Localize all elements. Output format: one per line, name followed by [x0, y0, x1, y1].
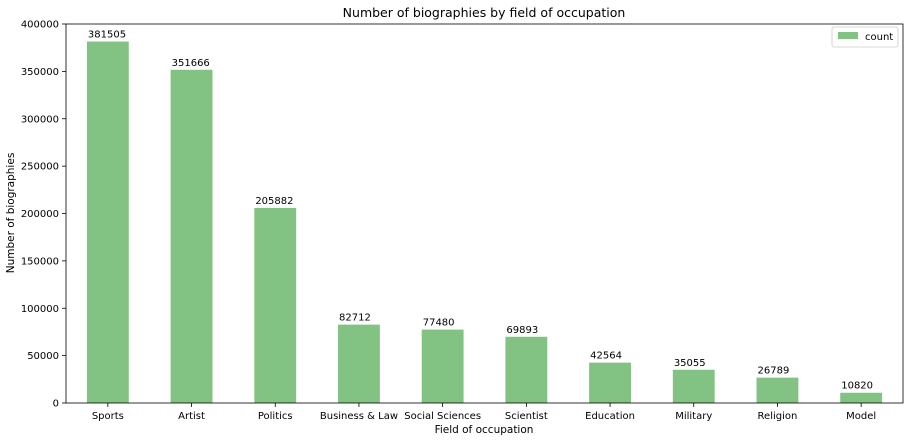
bars-group — [86, 41, 883, 404]
x-tick-label-religion: Religion — [758, 411, 798, 422]
y-axis-ticks: 0 50000 100000 150000 200000 250000 300000 3500… — [21, 20, 66, 410]
x-tick-label-military: Military — [675, 411, 712, 422]
bar-value-label-education: 42564 — [590, 351, 622, 362]
bar-social-sciences — [421, 329, 464, 403]
y-tick-label-150000: 150000 — [21, 256, 59, 267]
bar-value-label-scientist: 69893 — [506, 325, 538, 336]
plot-area-frame — [65, 23, 904, 404]
bar-artist — [170, 69, 213, 404]
y-tick-label-200000: 200000 — [21, 209, 59, 220]
bar-model — [840, 392, 883, 403]
bar-religion — [756, 377, 799, 403]
y-tick-label-300000: 300000 — [21, 114, 59, 125]
x-tick-label-education: Education — [585, 411, 635, 422]
y-tick-label-350000: 350000 — [21, 67, 59, 78]
bar-value-label-politics: 205882 — [255, 196, 293, 207]
legend: count — [831, 26, 899, 48]
bar-value-label-artist: 351666 — [172, 58, 210, 69]
y-tick-label-100000: 100000 — [21, 304, 59, 315]
bar-education — [589, 362, 631, 403]
bar-value-label-military: 35055 — [674, 358, 706, 369]
legend-label-count: count — [865, 32, 893, 43]
bar-value-labels: 381505 351666 205882 82712 77480 69893 42564 35… — [88, 30, 873, 392]
x-tick-label-politics: Politics — [258, 411, 293, 422]
bar-politics — [254, 207, 297, 403]
y-tick-label-50000: 50000 — [27, 351, 59, 362]
x-tick-label-artist: Artist — [178, 411, 205, 422]
x-tick-label-business-law: Business & Law — [320, 411, 398, 422]
x-tick-label-scientist: Scientist — [505, 411, 548, 422]
bar-value-label-social-sciences: 77480 — [423, 318, 455, 329]
bar-value-label-sports: 381505 — [88, 30, 126, 41]
x-axis-ticks: Sports Artist Politics Business & Law Social… — [92, 403, 876, 422]
bar-military — [672, 369, 715, 403]
x-tick-label-model: Model — [846, 411, 876, 422]
bar-sports — [86, 41, 129, 403]
y-axis-label: Number of biographies — [5, 153, 17, 274]
bar-value-label-religion: 26789 — [758, 366, 790, 377]
x-axis-label: Field of occupation — [435, 424, 534, 436]
y-tick-label-250000: 250000 — [21, 162, 59, 173]
bar-value-label-business-law: 82712 — [339, 313, 371, 324]
chart-title: Number of biographies by field of occupa… — [343, 5, 626, 20]
bar-scientist — [505, 336, 548, 403]
bar-business-law — [338, 324, 380, 403]
x-tick-label-sports: Sports — [92, 411, 124, 422]
bar-value-label-model: 10820 — [841, 381, 873, 392]
y-tick-label-0: 0 — [53, 399, 59, 410]
y-tick-label-400000: 400000 — [21, 20, 59, 31]
legend-swatch-count — [838, 32, 858, 39]
x-tick-label-social-sciences: Social Sciences — [404, 411, 481, 422]
